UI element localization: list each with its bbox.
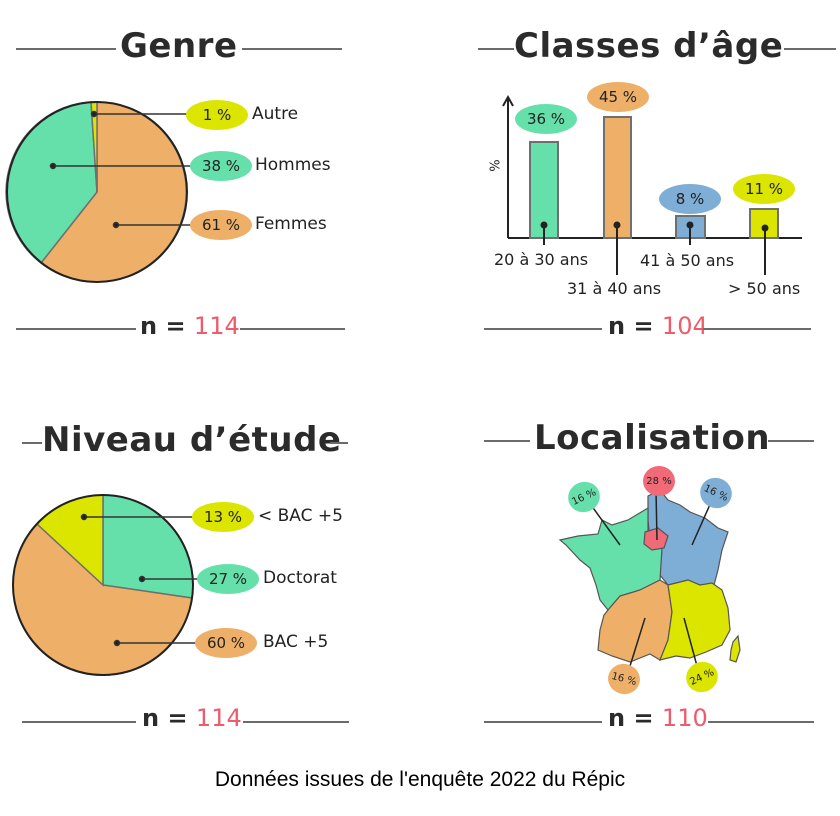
genre-n-rule-left	[16, 328, 136, 330]
etude-title-rule-right	[330, 442, 348, 444]
etude-pct-lt-bac5: 13 %	[192, 502, 254, 532]
etude-slice-doctorat	[102, 494, 194, 599]
age-bar-41-50	[675, 215, 706, 239]
region-corse	[729, 634, 741, 663]
genre-title-rule-right	[242, 48, 342, 50]
france-map	[558, 489, 741, 663]
loc-n-value: 110	[661, 704, 708, 732]
etude-pie	[12, 494, 194, 676]
age-label-50plus: > 50 ans	[728, 279, 801, 298]
age-y-axis-label: %	[485, 159, 501, 172]
etude-label-bac5: BAC +5	[263, 632, 329, 652]
age-n-label: n =	[608, 312, 654, 340]
age-title-rule-left	[478, 48, 514, 50]
genre-label-femmes: Femmes	[255, 214, 327, 234]
region-sud-est	[659, 579, 731, 661]
etude-n-rule-left	[22, 721, 136, 723]
genre-title: Genre	[120, 26, 238, 66]
region-ouest	[558, 506, 663, 611]
genre-n-value: 114	[193, 312, 240, 340]
age-bar-50plus	[749, 208, 779, 239]
genre-pct-femmes: 61 %	[190, 210, 252, 240]
loc-n-label: n =	[608, 704, 654, 732]
region-ile-de-france	[643, 527, 669, 551]
age-pct-41-50: 8 %	[659, 184, 721, 214]
loc-title: Localisation	[534, 418, 771, 458]
etude-label-doctorat: Doctorat	[263, 568, 337, 588]
age-pct-50plus: 11 %	[733, 174, 795, 204]
genre-label-autre: Autre	[252, 104, 299, 124]
genre-slice-hommes	[5, 101, 98, 265]
genre-n-label: n =	[140, 312, 186, 340]
age-title-rule-right	[784, 48, 836, 50]
age-bar-31-40	[603, 116, 632, 239]
age-n-value: 104	[661, 312, 708, 340]
etude-slice-lt-bac5	[35, 494, 104, 587]
loc-title-rule-left	[484, 440, 530, 442]
loc-n-rule-left	[484, 721, 602, 723]
loc-title-rule-right	[768, 440, 814, 442]
genre-label-hommes: Hommes	[255, 155, 331, 175]
genre-pct-autre: 1 %	[186, 100, 248, 130]
age-bar-20-30	[529, 141, 559, 239]
etude-pct-bac5: 60 %	[195, 628, 257, 658]
age-n-rule-right	[703, 328, 811, 330]
age-label-31-40: 31 à 40 ans	[567, 279, 662, 298]
age-pct-31-40: 45 %	[587, 82, 649, 112]
loc-pct-idf: 28 %	[643, 466, 675, 496]
etude-n-value: 114	[195, 704, 242, 732]
genre-slice-autre	[90, 101, 98, 193]
etude-title-rule-left	[22, 442, 42, 444]
genre-pie	[5, 101, 188, 283]
genre-n-count: n = 114	[140, 312, 240, 340]
etude-title: Niveau d’étude	[42, 420, 342, 460]
loc-pct-sud-est: 24 %	[681, 656, 723, 698]
loc-pct-ouest: 16 %	[563, 476, 605, 518]
etude-n-count: n = 114	[142, 704, 242, 732]
age-title: Classes d’âge	[514, 26, 784, 66]
loc-n-rule-right	[708, 721, 814, 723]
genre-n-rule-right	[240, 328, 345, 330]
etude-label-lt-bac5: < BAC +5	[258, 506, 343, 526]
age-n-rule-left	[484, 328, 602, 330]
etude-n-label: n =	[142, 704, 188, 732]
loc-n-count: n = 110	[608, 704, 708, 732]
age-n-count: n = 104	[608, 312, 708, 340]
age-pct-20-30: 36 %	[515, 104, 577, 134]
loc-pct-sud-ouest: 16 %	[604, 660, 644, 698]
region-sud-ouest	[597, 579, 673, 663]
etude-slice-bac5	[12, 522, 193, 676]
loc-pct-nord-est: 16 %	[695, 472, 737, 514]
age-label-41-50: 41 à 50 ans	[640, 251, 735, 270]
etude-n-rule-right	[243, 721, 349, 723]
etude-pct-doctorat: 27 %	[197, 564, 259, 594]
genre-slice-femmes	[39, 101, 188, 283]
genre-title-rule-left	[16, 48, 116, 50]
age-label-20-30: 20 à 30 ans	[494, 250, 589, 269]
genre-pct-hommes: 38 %	[190, 151, 252, 181]
footer-source: Données issues de l'enquête 2022 du Répi…	[214, 768, 626, 791]
